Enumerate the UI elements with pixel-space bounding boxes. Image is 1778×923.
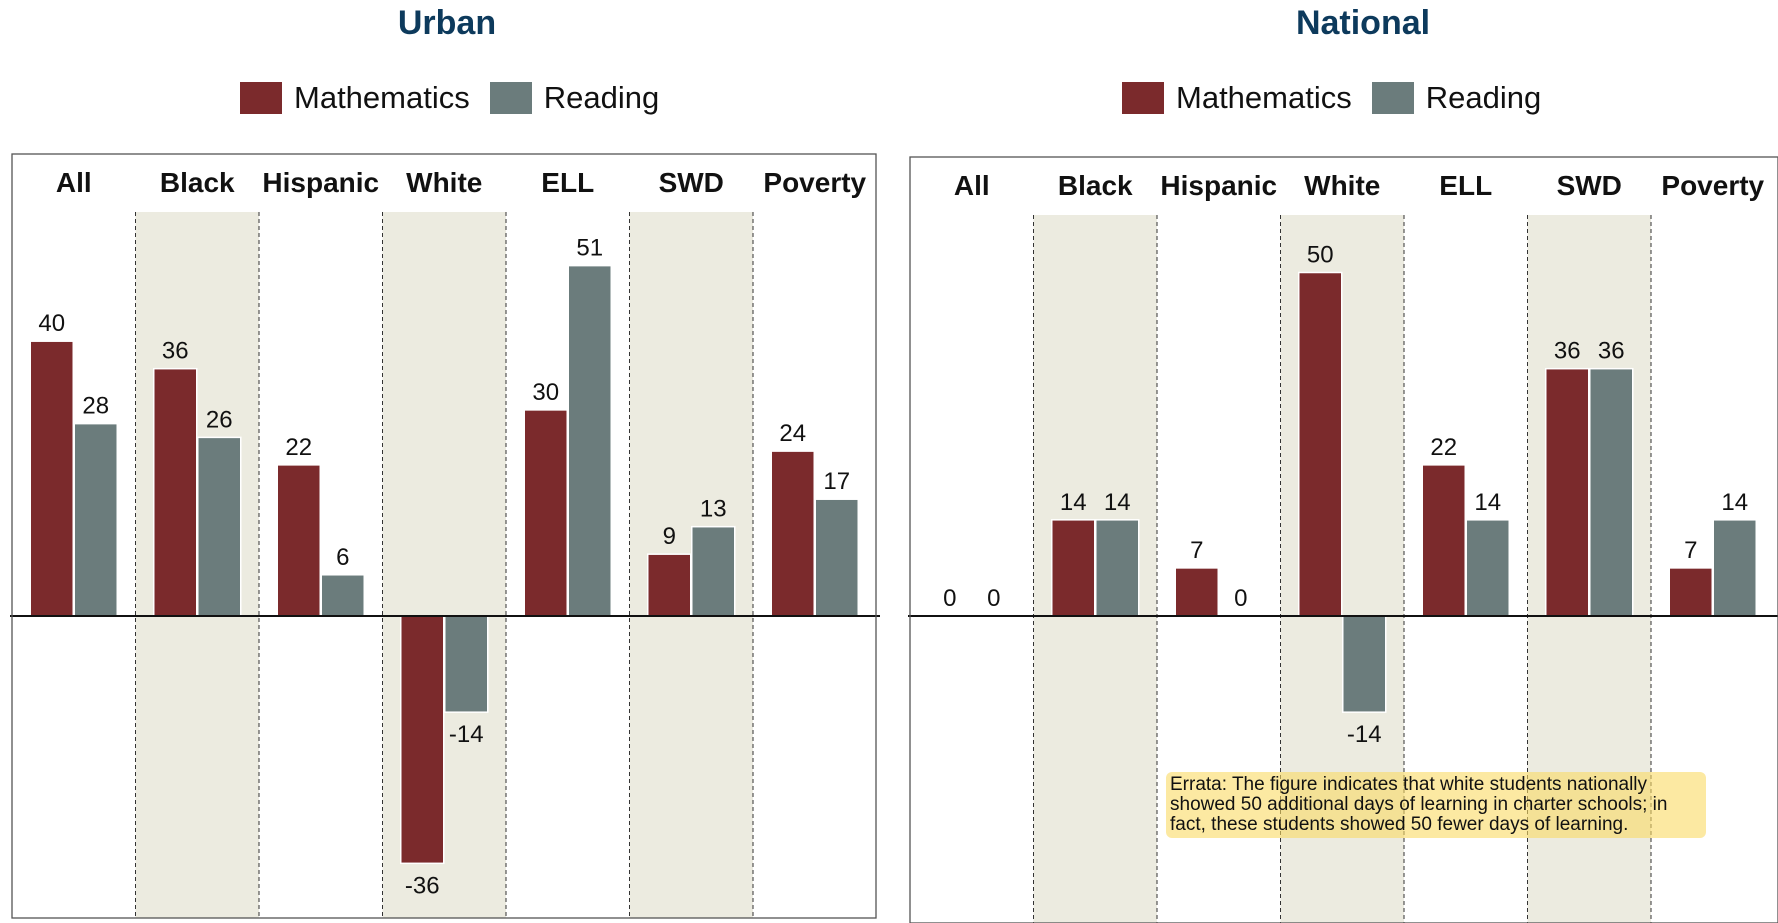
data-label: 36 — [1554, 338, 1581, 365]
legend-item-mathematics: Mathematics — [240, 80, 470, 116]
data-label: 50 — [1307, 242, 1334, 269]
data-label: 17 — [823, 468, 850, 495]
bar-reading-black — [197, 436, 242, 617]
mathematics-swatch — [1122, 82, 1164, 114]
data-label: 28 — [82, 393, 109, 420]
data-label: 40 — [38, 310, 65, 337]
bar-mathematics-swd — [1545, 367, 1590, 617]
category-label: Poverty — [763, 167, 866, 198]
bar-mathematics-white — [400, 615, 445, 865]
category-label: Black — [160, 167, 235, 198]
bar-mathematics-ell — [523, 409, 568, 617]
bar-reading-swd — [1589, 367, 1634, 617]
data-label: 13 — [700, 496, 727, 523]
bar-reading-ell — [567, 264, 612, 617]
bar-mathematics-white — [1298, 271, 1343, 617]
data-label: 7 — [1684, 537, 1697, 564]
legend-item-reading: Reading — [489, 80, 660, 116]
bar-reading-hispanic — [320, 574, 365, 617]
data-label: 0 — [943, 585, 956, 612]
legend-item-mathematics: Mathematics — [1122, 80, 1352, 116]
bar-reading-poverty — [814, 498, 859, 617]
data-label: 26 — [206, 406, 233, 433]
data-label: 36 — [162, 338, 189, 365]
data-label: 14 — [1104, 489, 1131, 516]
panel-frame — [909, 156, 1778, 923]
bar-mathematics-hispanic — [1174, 567, 1219, 617]
category-label: SWD — [1557, 170, 1622, 201]
chart-panel-urban: 40 28 All 36 26 Black 22 6 Hispanic -36 -14 White 30… — [10, 153, 880, 919]
category-label: All — [954, 170, 990, 201]
bar-reading-ell — [1465, 519, 1510, 617]
bar-mathematics-ell — [1421, 464, 1466, 617]
data-label: 14 — [1060, 489, 1087, 516]
bar-reading-white — [444, 615, 489, 713]
bar-mathematics-hispanic — [276, 464, 321, 617]
data-label: 0 — [1234, 585, 1247, 612]
data-label: 0 — [987, 585, 1000, 612]
data-label: 51 — [576, 235, 603, 262]
data-label: 36 — [1598, 338, 1625, 365]
mathematics-swatch — [240, 82, 282, 114]
data-label: -14 — [1347, 721, 1382, 748]
data-label: 6 — [336, 544, 349, 571]
bar-mathematics-swd — [647, 553, 692, 617]
reading-swatch — [1371, 82, 1414, 114]
bar-reading-white — [1342, 615, 1387, 713]
category-label: All — [56, 167, 92, 198]
bar-mathematics-black — [1051, 519, 1096, 617]
legend-label-mathematics: Mathematics — [1176, 80, 1352, 115]
legend-label-reading: Reading — [1425, 80, 1542, 115]
reading-swatch — [489, 82, 532, 114]
category-label: Black — [1058, 170, 1133, 201]
category-label: White — [406, 167, 482, 198]
data-label: 9 — [663, 523, 676, 550]
urban-panel-title: Urban — [397, 4, 497, 42]
data-label: -36 — [405, 872, 440, 899]
data-label: 7 — [1190, 537, 1203, 564]
bar-reading-black — [1095, 519, 1140, 617]
category-label: Hispanic — [1160, 170, 1277, 201]
data-label: 14 — [1474, 489, 1501, 516]
errata-note: Errata: The figure indicates that white … — [1166, 772, 1706, 838]
bar-mathematics-all — [29, 340, 74, 617]
data-label: 30 — [532, 379, 559, 406]
data-label: 22 — [1430, 434, 1457, 461]
national-panel-title: National — [1295, 4, 1431, 42]
data-label: 24 — [779, 420, 806, 447]
category-label: ELL — [1439, 170, 1492, 201]
panel-frame — [11, 153, 877, 919]
category-label: ELL — [541, 167, 594, 198]
legend-label-reading: Reading — [543, 80, 660, 115]
urban-legend: Mathematics Reading — [240, 78, 659, 118]
legend-label-mathematics: Mathematics — [294, 80, 470, 115]
category-label: White — [1304, 170, 1380, 201]
bar-reading-all — [73, 422, 118, 617]
legend-item-reading: Reading — [1371, 80, 1542, 116]
bar-mathematics-poverty — [1668, 567, 1713, 617]
data-label: -14 — [449, 721, 484, 748]
bar-mathematics-black — [153, 367, 198, 617]
category-label: Poverty — [1661, 170, 1764, 201]
bar-mathematics-poverty — [770, 450, 815, 617]
bar-reading-poverty — [1712, 519, 1757, 617]
data-label: 14 — [1721, 489, 1748, 516]
category-label: SWD — [659, 167, 724, 198]
category-label: Hispanic — [262, 167, 379, 198]
bar-reading-swd — [691, 525, 736, 617]
data-label: 22 — [285, 434, 312, 461]
national-legend: Mathematics Reading — [1122, 78, 1541, 118]
